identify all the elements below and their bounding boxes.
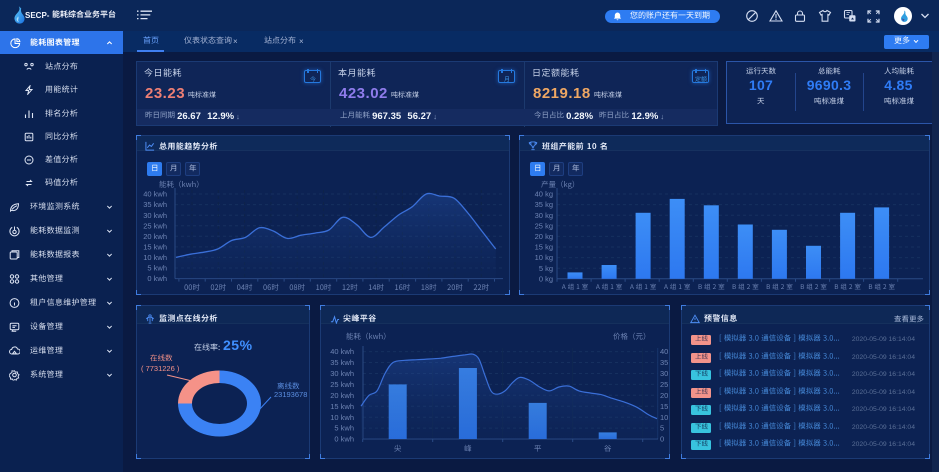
svg-text:40 kwh: 40 kwh [330,347,354,356]
svg-text:40 kg: 40 kg [535,190,553,199]
svg-text:0 kwh: 0 kwh [334,435,354,444]
svg-text:25 kwh: 25 kwh [330,380,354,389]
svg-text:25 kwh: 25 kwh [143,221,167,230]
svg-text:5 kg: 5 kg [539,264,553,273]
svg-text:30 kg: 30 kg [535,211,553,220]
svg-text:40 kwh: 40 kwh [143,190,167,199]
svg-text:10 kwh: 10 kwh [330,413,354,422]
svg-text:20 kwh: 20 kwh [143,232,167,241]
svg-text:5 kwh: 5 kwh [147,264,167,273]
svg-text:25: 25 [660,380,668,389]
svg-text:30: 30 [660,369,668,378]
svg-text:20 kg: 20 kg [535,232,553,241]
svg-text:15 kwh: 15 kwh [143,243,167,252]
svg-text:10: 10 [660,413,668,422]
svg-text:40: 40 [660,347,668,356]
svg-text:10 kwh: 10 kwh [143,253,167,262]
svg-text:20 kwh: 20 kwh [330,391,354,400]
svg-text:0 kwh: 0 kwh [147,274,167,283]
svg-text:20: 20 [660,391,668,400]
svg-text:0 kg: 0 kg [539,274,553,283]
svg-text:30 kwh: 30 kwh [330,369,354,378]
svg-text:35 kwh: 35 kwh [143,200,167,209]
svg-text:5 kwh: 5 kwh [334,424,354,433]
svg-text:15 kwh: 15 kwh [330,402,354,411]
svg-text:35: 35 [660,358,668,367]
svg-text:10 kg: 10 kg [535,253,553,262]
svg-text:0: 0 [660,435,664,444]
svg-text:15 kg: 15 kg [535,243,553,252]
svg-text:35 kwh: 35 kwh [330,358,354,367]
svg-text:30 kwh: 30 kwh [143,211,167,220]
svg-text:5: 5 [660,424,664,433]
svg-text:35 kg: 35 kg [535,200,553,209]
svg-text:15: 15 [660,402,668,411]
svg-text:25 kg: 25 kg [535,221,553,230]
